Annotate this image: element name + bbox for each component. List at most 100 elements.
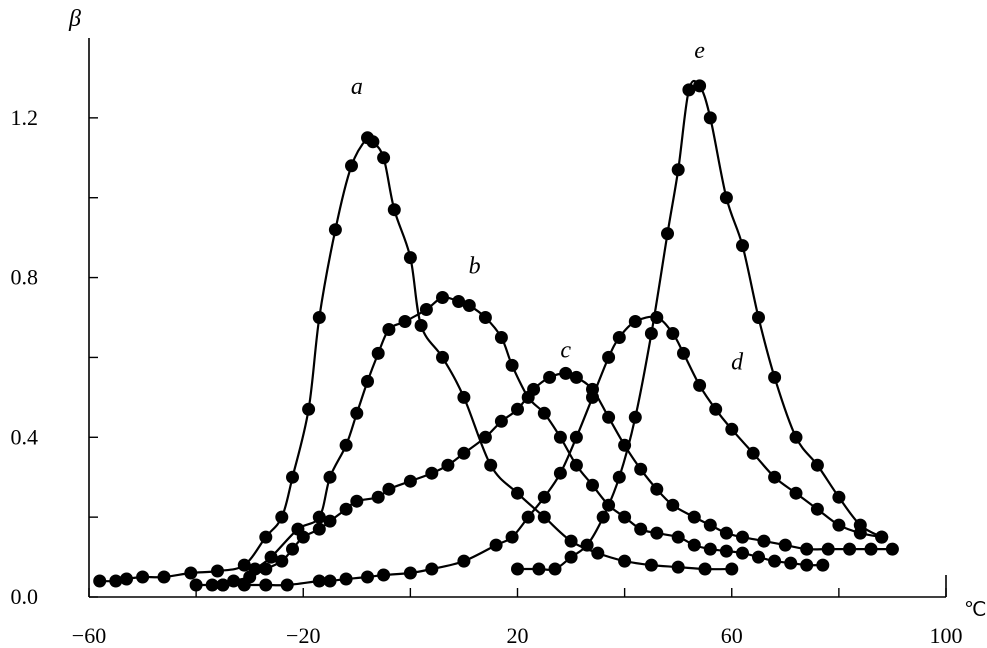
- data-point-e: [703, 111, 717, 125]
- data-point-b: [752, 550, 765, 564]
- data-point-a: [671, 560, 685, 574]
- data-point-e: [628, 410, 642, 424]
- data-point-a: [328, 223, 342, 237]
- data-point-c: [559, 366, 573, 380]
- data-point-b: [312, 510, 326, 524]
- data-point-a: [377, 151, 391, 165]
- data-point-d: [339, 572, 353, 586]
- data-point-e: [693, 79, 707, 93]
- data-point-e: [768, 370, 782, 384]
- data-point-c: [494, 414, 508, 428]
- data-point-c: [403, 474, 417, 488]
- data-point-a: [511, 486, 524, 500]
- data-point-d: [425, 562, 439, 576]
- series-layer: a b c d e: [93, 38, 899, 592]
- data-point-b: [264, 550, 278, 564]
- data-point-d: [457, 554, 471, 568]
- data-point-a: [157, 570, 171, 584]
- y-tick-label: 0.4: [11, 424, 39, 449]
- data-point-c: [569, 370, 583, 384]
- data-point-b: [719, 544, 733, 558]
- data-point-c: [821, 542, 835, 556]
- data-point-d: [602, 350, 616, 364]
- data-point-d: [312, 574, 326, 588]
- data-point-b: [419, 303, 433, 316]
- data-point-e: [832, 490, 846, 504]
- data-point-d: [628, 315, 642, 328]
- data-point-e: [736, 239, 749, 253]
- data-point-b: [586, 478, 599, 492]
- data-point-e: [580, 538, 594, 552]
- data-point-b: [323, 470, 337, 484]
- data-point-c: [350, 494, 364, 508]
- data-point-a: [259, 530, 273, 544]
- data-point-c: [778, 538, 792, 552]
- data-point-a: [564, 534, 578, 548]
- data-point-a: [618, 554, 632, 568]
- data-point-a: [237, 558, 251, 572]
- data-point-d: [832, 518, 846, 532]
- data-point-b: [687, 538, 701, 552]
- data-point-b: [671, 530, 685, 544]
- data-point-c: [543, 370, 557, 384]
- data-point-c: [259, 562, 273, 576]
- data-point-b: [452, 295, 466, 308]
- series-b: b: [248, 254, 830, 576]
- data-point-e: [810, 458, 824, 472]
- data-point-c: [339, 502, 353, 516]
- data-point-a: [286, 470, 299, 484]
- data-point-c: [736, 530, 749, 544]
- data-point-c: [296, 530, 310, 544]
- data-point-d: [586, 390, 599, 404]
- series-label-d: d: [731, 349, 744, 375]
- data-point-a: [136, 570, 150, 584]
- data-point-c: [885, 542, 899, 556]
- data-point-c: [666, 498, 680, 512]
- data-point-a: [366, 135, 380, 149]
- series-label-e: e: [694, 38, 705, 64]
- data-point-d: [237, 578, 251, 592]
- data-point-b: [816, 558, 830, 572]
- y-axis-title: β: [68, 6, 81, 32]
- data-point-b: [634, 522, 648, 536]
- data-point-a: [537, 510, 551, 524]
- x-tick-label: 100: [930, 623, 963, 648]
- data-point-b: [537, 406, 551, 420]
- series-line-b: [254, 296, 823, 570]
- data-point-c: [286, 542, 299, 556]
- y-tick-label: 0.0: [11, 584, 39, 609]
- data-point-a: [109, 574, 123, 588]
- data-point-c: [478, 430, 492, 444]
- data-point-d: [216, 578, 230, 592]
- data-point-c: [719, 526, 733, 540]
- data-point-b: [361, 374, 374, 388]
- x-tick-label: 20: [507, 623, 529, 648]
- data-point-d: [521, 510, 535, 524]
- data-point-b: [494, 331, 508, 344]
- x-tick-label: −20: [286, 623, 320, 648]
- data-point-d: [725, 422, 739, 436]
- series-label-a: a: [351, 74, 363, 100]
- data-point-d: [612, 331, 626, 344]
- series-line-e: [517, 79, 883, 571]
- data-point-a: [644, 558, 658, 572]
- data-point-b: [736, 546, 749, 560]
- tick-labels: 0.0 0.4 0.8 1.2 −60 −20 20 60 100: [11, 105, 963, 648]
- data-point-b: [371, 346, 385, 360]
- data-point-a: [436, 350, 449, 364]
- data-point-a: [725, 562, 739, 576]
- data-point-e: [671, 163, 685, 177]
- data-point-e: [853, 518, 867, 532]
- data-point-d: [403, 566, 417, 580]
- data-point-a: [484, 458, 498, 472]
- data-point-d: [677, 346, 690, 360]
- series-a: a: [93, 74, 739, 588]
- data-point-d: [259, 578, 273, 592]
- data-point-c: [425, 466, 439, 480]
- data-point-a: [184, 566, 198, 580]
- data-point-b: [569, 458, 583, 472]
- data-point-e: [875, 530, 889, 544]
- data-point-d: [746, 446, 760, 460]
- data-point-a: [414, 319, 428, 332]
